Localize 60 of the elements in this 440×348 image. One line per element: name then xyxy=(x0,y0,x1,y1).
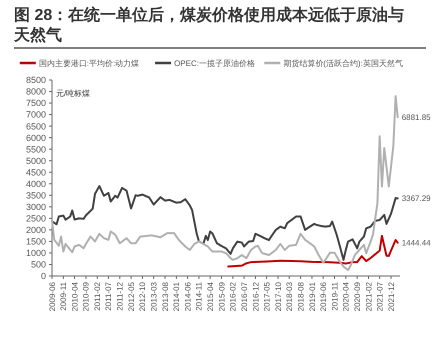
annotation: 6881.85 xyxy=(402,113,432,122)
x-tick-label: 2013-03 xyxy=(149,281,158,312)
y-tick-label: 5000 xyxy=(26,156,46,166)
x-tick-label: 2011-02 xyxy=(93,281,102,311)
x-tick-label: 2011-12 xyxy=(116,281,125,311)
y-axis-title: 元/吨标煤 xyxy=(56,89,90,98)
x-tick-label: 2016-12 xyxy=(251,281,260,312)
x-tick-label: 2011-07 xyxy=(104,281,114,311)
y-tick-label: 8000 xyxy=(26,86,46,97)
x-tick-label: 2021-12 xyxy=(386,281,396,312)
x-tick-label: 2018-03 xyxy=(285,281,294,312)
x-tick-label: 2010-04 xyxy=(70,281,80,312)
x-tick-label: 2009-11 xyxy=(59,281,68,311)
y-tick-label: 4000 xyxy=(26,178,46,189)
x-tick-label: 2019-06 xyxy=(318,281,328,312)
annotation: 1444.44 xyxy=(402,238,432,248)
x-tick-label: 2017-10 xyxy=(274,281,283,312)
x-tick-label: 2012-05 xyxy=(126,281,136,312)
x-tick-label: 2013-08 xyxy=(160,281,170,312)
y-tick-label: 3500 xyxy=(26,190,46,200)
x-tick-label: 2014-01 xyxy=(172,281,182,312)
legend-label: 期货结算价(活跃合约):英国天然气 xyxy=(283,59,403,68)
x-tick-label: 2017-05 xyxy=(262,281,272,312)
y-tick-label: 6500 xyxy=(26,121,46,132)
y-tick-label: 4500 xyxy=(26,167,46,178)
annotation: 3367.29 xyxy=(402,194,432,204)
legend-label: 国内主要港口:平均价:动力煤 xyxy=(38,59,140,68)
x-tick-label: 2020-04 xyxy=(342,281,351,312)
y-tick-label: 8500 xyxy=(26,75,46,86)
y-tick-label: 0 xyxy=(40,271,46,282)
x-tick-label: 2019-01 xyxy=(308,281,317,312)
x-tick-label: 2016-07 xyxy=(240,281,249,312)
y-tick-label: 1500 xyxy=(26,236,46,247)
x-tick-label: 2015-04 xyxy=(206,281,215,312)
y-tick-label: 2000 xyxy=(26,225,46,236)
x-tick-label: 2016-02 xyxy=(228,281,238,312)
line-series xyxy=(51,185,399,261)
x-tick-label: 2018-08 xyxy=(296,281,306,312)
x-tick-label: 2014-11 xyxy=(194,281,204,311)
y-tick-label: 3000 xyxy=(26,202,46,212)
y-tick-label: 6000 xyxy=(26,132,46,143)
x-tick-label: 2009-06 xyxy=(48,281,57,312)
x-tick-label: 2020-09 xyxy=(352,281,362,312)
x-tick-label: 2015-09 xyxy=(217,281,226,312)
line-series xyxy=(51,95,399,272)
y-tick-label: 1000 xyxy=(26,248,46,258)
y-tick-label: 7500 xyxy=(26,98,46,108)
y-tick-label: 7000 xyxy=(26,110,46,120)
x-tick-label: 2021-02 xyxy=(364,281,374,312)
line-series xyxy=(227,234,399,268)
legend-label: OPEC:一揽子原油价格 xyxy=(174,59,255,68)
x-tick-label: 2012-10 xyxy=(138,281,148,312)
x-tick-label: 2014-06 xyxy=(183,281,192,312)
x-tick-label: 2010-09 xyxy=(82,281,91,312)
y-tick-label: 5500 xyxy=(26,144,46,154)
y-tick-label: 500 xyxy=(30,260,46,270)
y-tick-label: 2500 xyxy=(26,214,46,224)
x-tick-label: 2021-07 xyxy=(375,281,384,312)
x-tick-label: 2019-11 xyxy=(330,281,340,311)
chart-title: 图 28：在统一单位后，煤炭价格使用成本远低于原油与天然气 xyxy=(13,6,404,44)
